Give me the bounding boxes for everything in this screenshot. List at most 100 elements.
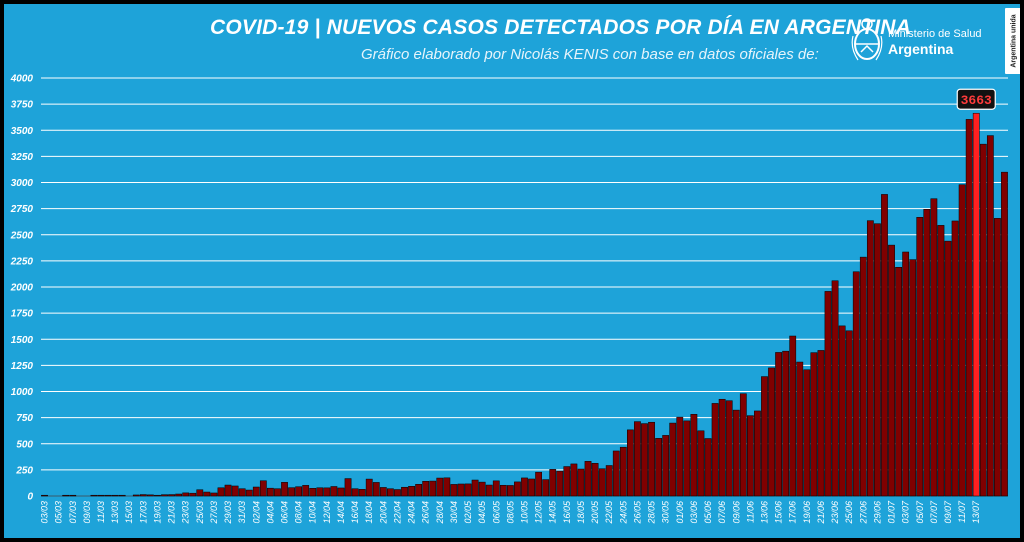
bar xyxy=(118,494,126,497)
argentina-unida-tag: Argentina unida xyxy=(1005,8,1020,74)
x-tick-label: 15/06 xyxy=(774,501,784,524)
x-tick-label: 19/06 xyxy=(802,501,812,524)
y-tick-label: 3750 xyxy=(11,100,34,111)
bar xyxy=(139,494,147,497)
bar xyxy=(866,220,874,497)
bar xyxy=(761,376,768,497)
x-tick-label: 16/04 xyxy=(350,501,360,524)
x-tick-label: 18/05 xyxy=(576,500,586,524)
y-tick-label: 1750 xyxy=(11,309,34,320)
bar xyxy=(584,461,592,497)
bar xyxy=(768,367,775,497)
bar xyxy=(485,484,493,497)
bar xyxy=(598,468,606,497)
x-tick-label: 15/03 xyxy=(124,501,134,524)
coat-of-arms-icon xyxy=(851,18,883,61)
x-tick-label: 07/03 xyxy=(68,501,78,524)
bar xyxy=(401,486,408,497)
y-tick-label: 0 xyxy=(27,492,33,503)
x-tick-label: 10/04 xyxy=(308,501,318,524)
bar xyxy=(739,393,747,497)
bar xyxy=(725,400,733,497)
x-tick-label: 11/03 xyxy=(96,501,106,523)
bar xyxy=(902,251,910,497)
x-tick-label: 13/03 xyxy=(110,501,120,524)
bar xyxy=(676,416,684,497)
bar xyxy=(803,369,811,497)
bars xyxy=(41,112,1008,497)
bar xyxy=(810,352,818,497)
x-tick-label: 23/06 xyxy=(830,501,840,525)
bar xyxy=(507,485,514,497)
bar xyxy=(634,421,641,497)
x-tick-label: 19/03 xyxy=(152,501,162,524)
x-tick-label: 16/05 xyxy=(562,500,572,524)
x-tick-label: 31/03 xyxy=(237,501,247,524)
x-tick-label: 03/07 xyxy=(901,500,911,524)
y-axis-ticks: 0 250 500 750 1000 1250 1500 1750 2000 2250 2500 27… xyxy=(10,74,34,503)
bar xyxy=(937,225,945,497)
bar xyxy=(168,494,175,497)
x-tick-label: 06/05 xyxy=(491,500,501,524)
logo-line-1: Ministerio de Salud xyxy=(888,28,982,40)
bar xyxy=(337,487,345,497)
bar xyxy=(478,481,486,497)
peak-value-label: 3663 xyxy=(961,93,992,108)
bar xyxy=(238,488,246,497)
x-tick-label: 02/04 xyxy=(251,501,261,524)
x-tick-label: 14/05 xyxy=(548,500,558,524)
bar xyxy=(662,435,670,497)
x-tick-label: 13/06 xyxy=(759,501,769,524)
bar xyxy=(245,489,253,497)
x-tick-label: 26/05 xyxy=(632,500,642,525)
x-tick-label: 17/06 xyxy=(788,501,798,524)
x-tick-label: 30/05 xyxy=(661,500,671,524)
bar xyxy=(274,488,281,497)
y-tick-label: 3000 xyxy=(11,178,34,189)
y-tick-label: 250 xyxy=(15,465,33,476)
bar xyxy=(711,403,719,497)
bar xyxy=(521,477,528,497)
x-tick-label: 27/03 xyxy=(209,501,219,525)
bar xyxy=(267,487,274,497)
bar xyxy=(817,350,825,497)
y-tick-label: 2750 xyxy=(10,204,34,215)
x-tick-label: 09/07 xyxy=(943,500,953,524)
bar xyxy=(916,217,924,497)
bar xyxy=(196,489,204,497)
x-tick-label: 18/04 xyxy=(364,501,374,524)
bar xyxy=(344,478,352,497)
bar xyxy=(464,483,472,497)
x-tick-label: 13/07 xyxy=(971,500,981,524)
bar xyxy=(704,438,712,497)
bar xyxy=(372,482,380,497)
bar xyxy=(895,267,902,497)
bar xyxy=(697,430,705,497)
bar xyxy=(62,494,70,497)
bar xyxy=(838,325,846,497)
bar xyxy=(824,291,832,497)
bar xyxy=(154,494,161,497)
x-tick-label: 21/06 xyxy=(816,501,826,525)
bar xyxy=(351,488,359,497)
y-tick-label: 2500 xyxy=(10,230,34,241)
bar xyxy=(175,493,183,497)
bar xyxy=(358,489,366,497)
bar xyxy=(365,478,373,497)
bar xyxy=(965,119,973,497)
bar xyxy=(379,487,387,497)
bar xyxy=(909,259,917,497)
x-tick-label: 07/06 xyxy=(717,501,727,524)
x-tick-label: 29/06 xyxy=(872,501,882,525)
x-tick-label: 05/03 xyxy=(54,501,64,524)
x-tick-label: 30/04 xyxy=(449,501,459,524)
x-tick-label: 05/07 xyxy=(915,500,925,524)
bar xyxy=(549,469,557,497)
bar xyxy=(316,487,324,497)
bar xyxy=(281,482,288,497)
x-tick-label: 05/06 xyxy=(703,501,713,524)
y-tick-label: 1500 xyxy=(11,335,34,346)
x-tick-label: 07/07 xyxy=(929,500,939,524)
bar xyxy=(69,494,77,497)
x-tick-label: 24/05 xyxy=(618,500,628,525)
